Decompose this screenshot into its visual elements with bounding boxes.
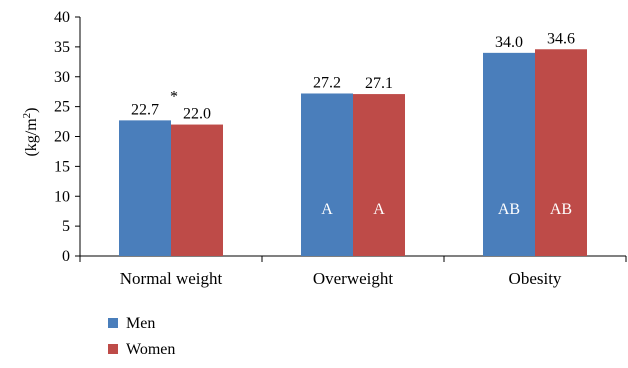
y-tick-label: 20: [54, 129, 70, 146]
data-label: 34.6: [547, 30, 575, 47]
data-label: 27.1: [365, 75, 393, 92]
data-label: 22.0: [183, 106, 211, 123]
y-tick-label: 15: [54, 158, 70, 175]
y-tick-label: 35: [54, 39, 70, 56]
y-axis-title-close: ): [23, 107, 40, 112]
y-tick-label: 5: [62, 218, 70, 235]
y-tick-label: 30: [54, 69, 70, 86]
bar: [353, 94, 405, 256]
bars: [119, 49, 587, 257]
bar-inner-label: AB: [498, 201, 520, 218]
legend-swatch: [108, 344, 118, 354]
category-label: Overweight: [313, 269, 394, 288]
y-tick-label: 40: [54, 9, 70, 26]
bar: [535, 49, 587, 256]
data-label: 22.7: [131, 101, 159, 118]
category-label: Normal weight: [120, 269, 223, 288]
legend-label: Men: [126, 315, 155, 332]
bar: [171, 124, 223, 256]
y-axis-title: (kg/m2): [21, 107, 40, 156]
bar-inner-label: A: [373, 201, 385, 218]
y-tick-label: 10: [54, 188, 70, 205]
legend-swatch: [108, 318, 118, 328]
bar: [483, 52, 535, 256]
data-label: 34.0: [495, 34, 523, 51]
bar-inner-label: AB: [550, 201, 572, 218]
y-axis-title-base: (kg/m: [23, 118, 40, 157]
category-label: Obesity: [509, 269, 562, 288]
legend-label: Women: [126, 341, 175, 358]
y-axis-title-superscript: 2: [21, 113, 33, 119]
bar: [301, 93, 353, 256]
y-tick-label: 0: [62, 248, 70, 265]
bar: [119, 120, 171, 257]
y-tick-label: 25: [54, 99, 70, 116]
legend: Men Women: [108, 315, 175, 358]
labels: 22.7 22.0 Normal weight 27.2 A 27.1 A Overweigh…: [120, 30, 575, 288]
bar-inner-label: A: [321, 201, 333, 218]
annotation-asterisk: *: [170, 88, 178, 105]
data-label: 27.2: [313, 74, 341, 91]
